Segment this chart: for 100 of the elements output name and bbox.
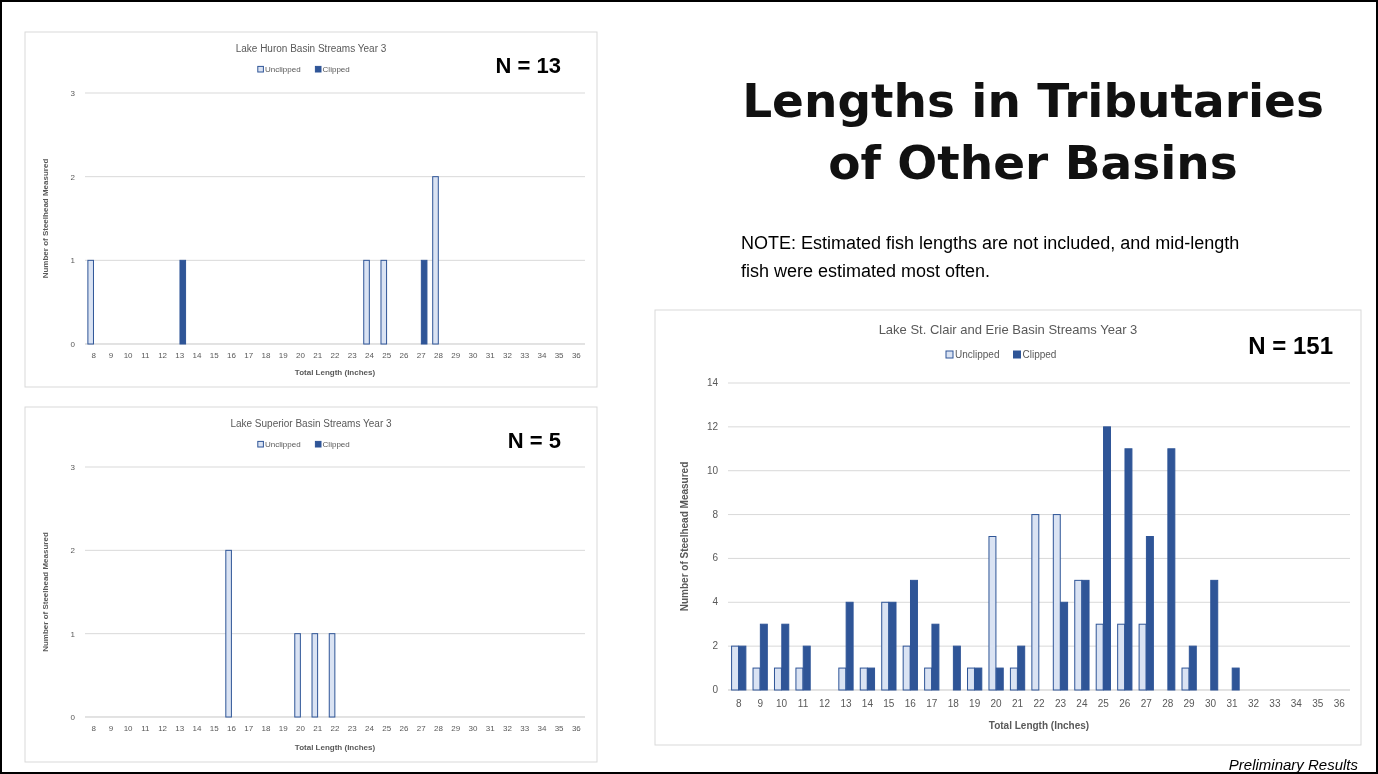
- x-tick-label: 21: [313, 351, 323, 360]
- x-tick-label: 10: [123, 724, 134, 733]
- text: NOTE: Estimated fish lengths are not included, and mid-length fish were estimated most often.: [741, 233, 1240, 281]
- x-tick-label: 9: [108, 351, 114, 360]
- x-tick-label: 23: [347, 351, 358, 360]
- x-tick-label: 16: [227, 351, 237, 360]
- x-tick-label: 28: [434, 724, 444, 733]
- x-tick-label: 19: [278, 351, 289, 360]
- x-tick-label: 31: [485, 724, 496, 733]
- y-tick-label: 12: [706, 420, 719, 432]
- text: N = 5: [507, 428, 561, 453]
- x-tick-label: 27: [416, 351, 427, 360]
- x-axis-title: Total Length (Inches): [988, 720, 1090, 731]
- x-tick-label: 23: [1054, 698, 1067, 709]
- x-tick-label: 33: [1269, 698, 1281, 709]
- x-tick-label: 10: [776, 698, 788, 709]
- bar: [1031, 514, 1040, 691]
- bar: [1167, 448, 1176, 691]
- x-tick-label: 29: [451, 351, 461, 360]
- x-tick-label: 32: [502, 351, 513, 360]
- x-tick-label: 33: [520, 724, 530, 733]
- x-tick-label: 36: [1333, 698, 1346, 709]
- x-tick-label: 8: [91, 351, 97, 360]
- x-tick-label: 14: [192, 724, 203, 733]
- x-tick-label: 19: [969, 698, 981, 709]
- x-tick-label: 11: [141, 351, 151, 360]
- x-tick-label: 12: [818, 698, 831, 709]
- x-tick-label: 16: [904, 698, 917, 709]
- x-tick-label: 11: [797, 698, 809, 709]
- x-tick-label: 9: [108, 724, 114, 733]
- x-tick-label: 12: [158, 351, 168, 360]
- y-tick-label: 3: [70, 89, 76, 98]
- y-tick-label: 6: [712, 552, 719, 564]
- x-tick-label: 13: [175, 724, 185, 733]
- x-tick-label: 27: [1140, 698, 1153, 709]
- x-tick-label: 31: [485, 351, 496, 360]
- x-tick-label: 35: [554, 351, 565, 360]
- chart-title: Lake Huron Basin Streams Year 3: [235, 43, 387, 54]
- y-tick-label: 14: [706, 377, 719, 388]
- x-axis-title: Total Length (Inches): [294, 743, 376, 752]
- x-tick-label: 34: [537, 351, 547, 360]
- y-tick-label: 0: [712, 684, 719, 695]
- text: N = 151: [1248, 332, 1333, 359]
- x-tick-label: 33: [520, 351, 530, 360]
- x-tick-label: 18: [261, 724, 272, 733]
- x-tick-label: 23: [347, 724, 358, 733]
- y-tick-label: 2: [712, 640, 719, 652]
- y-tick-label: 10: [706, 464, 719, 476]
- y-tick-label: 1: [70, 629, 76, 639]
- x-tick-label: 18: [947, 698, 960, 709]
- x-tick-label: 34: [537, 724, 547, 733]
- x-tick-label: 9: [757, 698, 764, 709]
- x-tick-label: 17: [244, 724, 254, 733]
- bar: [1231, 667, 1240, 691]
- y-axis-title: Number of Steelhead Measured: [41, 158, 50, 279]
- x-tick-label: 30: [468, 724, 478, 733]
- legend-label: Unclipped: [265, 440, 301, 449]
- x-tick-label: 20: [296, 724, 306, 733]
- x-tick-label: 8: [91, 724, 97, 733]
- x-tick-label: 8: [735, 698, 742, 709]
- x-tick-label: 32: [1247, 698, 1260, 709]
- text: Lengths in Tributaries of Other Basins: [742, 73, 1324, 190]
- y-tick-label: 2: [70, 172, 76, 182]
- chart-title: Lake Superior Basin Streams Year 3: [230, 418, 393, 429]
- x-tick-label: 26: [399, 351, 409, 360]
- x-tick-label: 13: [175, 351, 185, 360]
- x-tick-label: 21: [1011, 698, 1024, 709]
- x-tick-label: 13: [840, 698, 852, 709]
- chart-title: Lake St. Clair and Erie Basin Streams Year 3: [878, 322, 1138, 337]
- x-tick-label: 15: [209, 724, 220, 733]
- x-tick-label: 24: [1076, 698, 1088, 709]
- x-tick-label: 15: [209, 351, 220, 360]
- y-tick-label: 1: [70, 256, 76, 266]
- x-tick-label: 10: [123, 351, 134, 360]
- x-tick-label: 29: [451, 724, 461, 733]
- bar: [952, 645, 961, 691]
- x-tick-label: 17: [926, 698, 938, 709]
- x-tick-label: 30: [468, 351, 478, 360]
- text: Preliminary Results: [1228, 756, 1359, 773]
- x-tick-label: 11: [141, 724, 151, 733]
- x-tick-label: 31: [1226, 698, 1239, 709]
- legend-label: Clipped: [1022, 349, 1057, 360]
- y-axis-title: Number of Steelhead Measured: [41, 532, 50, 652]
- x-tick-label: 26: [1119, 698, 1131, 709]
- x-tick-label: 26: [399, 724, 409, 733]
- x-tick-label: 17: [244, 351, 254, 360]
- x-tick-label: 35: [554, 724, 565, 733]
- x-tick-label: 20: [296, 351, 306, 360]
- x-tick-label: 24: [365, 724, 375, 733]
- legend-label: Clipped: [322, 65, 350, 74]
- legend-label: Unclipped: [955, 349, 1000, 360]
- y-tick-label: 2: [70, 546, 76, 556]
- x-tick-label: 14: [861, 698, 874, 709]
- legend-label: Clipped: [322, 440, 350, 449]
- y-axis-title: Number of Steelhead Measured: [679, 461, 690, 612]
- x-tick-label: 14: [192, 351, 203, 360]
- x-tick-label: 22: [1033, 698, 1045, 709]
- y-tick-label: 0: [70, 340, 76, 349]
- x-tick-label: 25: [382, 724, 392, 733]
- x-tick-label: 28: [434, 351, 444, 360]
